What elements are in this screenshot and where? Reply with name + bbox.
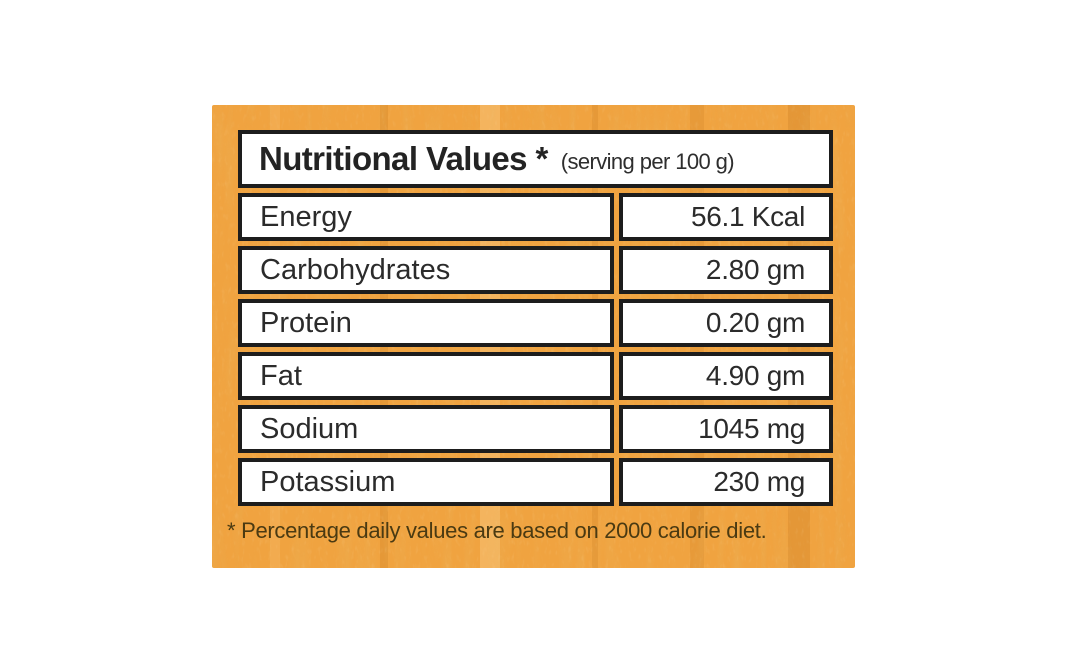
row-label: Fat: [238, 352, 614, 400]
row-value: 4.90 gm: [619, 352, 833, 400]
row-value: 230 mg: [619, 458, 833, 506]
row-value: 2.80 gm: [619, 246, 833, 294]
row-label: Protein: [238, 299, 614, 347]
row-sodium: Sodium 1045 mg: [238, 405, 833, 453]
row-label: Potassium: [238, 458, 614, 506]
row-label: Sodium: [238, 405, 614, 453]
table-header: Nutritional Values * (serving per 100 g): [238, 130, 833, 188]
row-value: 56.1 Kcal: [619, 193, 833, 241]
row-energy: Energy 56.1 Kcal: [238, 193, 833, 241]
table-subtitle: (serving per 100 g): [560, 148, 735, 174]
row-label: Energy: [238, 193, 614, 241]
row-protein: Protein 0.20 gm: [238, 299, 833, 347]
row-label: Carbohydrates: [238, 246, 614, 294]
row-carbohydrates: Carbohydrates 2.80 gm: [238, 246, 833, 294]
table-title: Nutritional Values *: [259, 140, 548, 177]
label-panel: Nutritional Values * (serving per 100 g)…: [212, 105, 855, 568]
row-fat: Fat 4.90 gm: [238, 352, 833, 400]
row-value: 1045 mg: [619, 405, 833, 453]
row-potassium: Potassium 230 mg: [238, 458, 833, 506]
footnote: * Percentage daily values are based on 2…: [227, 518, 767, 543]
row-value: 0.20 gm: [619, 299, 833, 347]
nutrition-table: Nutritional Values * (serving per 100 g)…: [238, 130, 833, 506]
